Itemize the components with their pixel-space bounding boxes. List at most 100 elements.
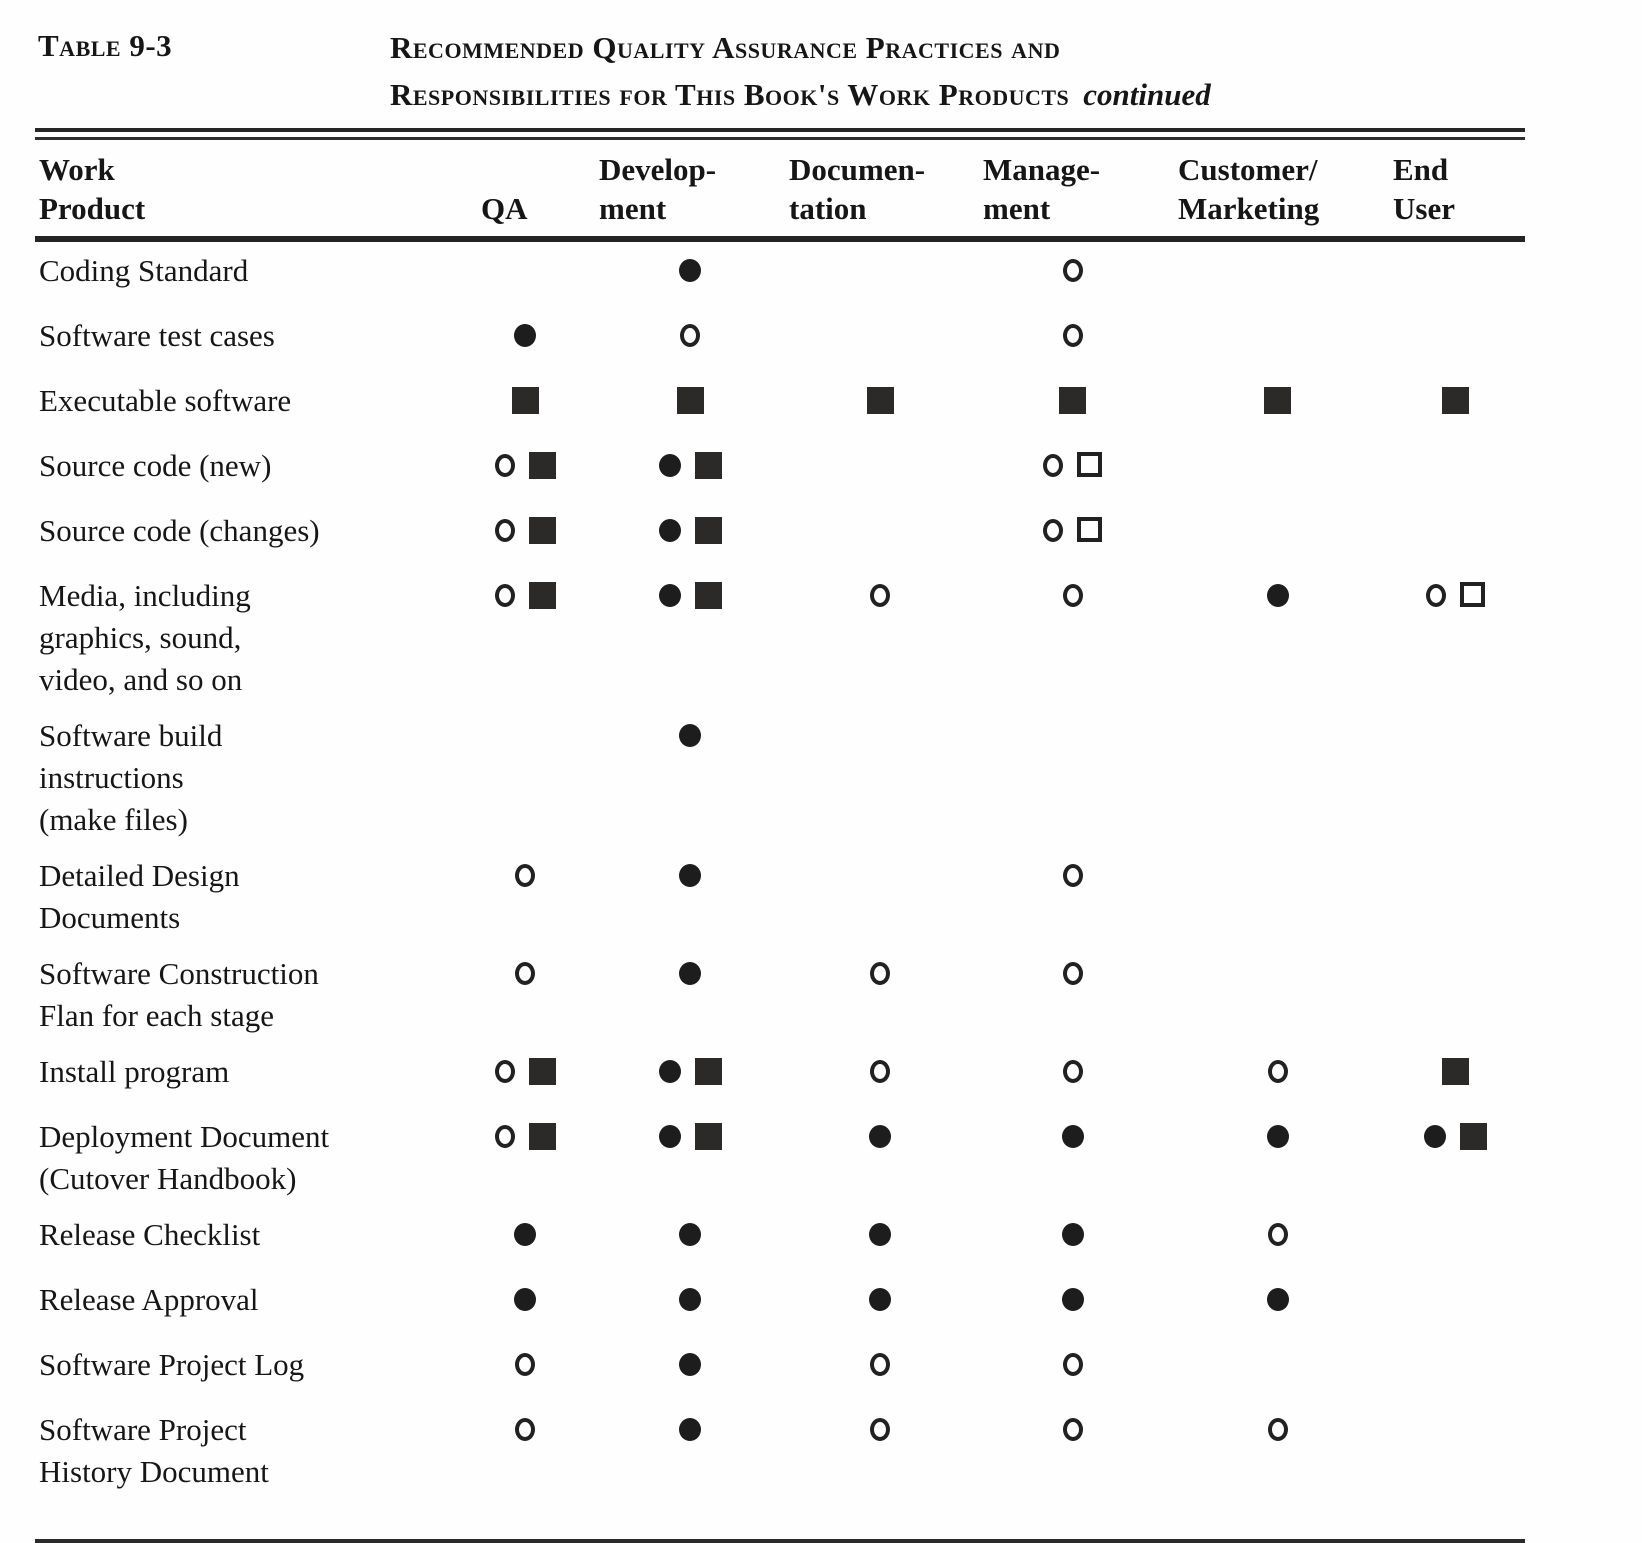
filled-square-icon: [694, 582, 722, 609]
filled-circle-icon: [1061, 1125, 1084, 1148]
responsibility-cell-qa: [455, 437, 595, 502]
open-circle-icon: [870, 962, 890, 985]
responsibility-cell-documentation: [785, 1271, 975, 1336]
table-row: Executable software: [35, 372, 1525, 437]
table-row: Install program: [35, 1043, 1525, 1108]
table-row: Source code (changes): [35, 502, 1525, 567]
table-title: Recommended Quality Assurance Practices …: [390, 24, 1211, 118]
open-circle-icon: [515, 962, 535, 985]
responsibility-cell-qa: [455, 707, 595, 847]
responsibility-cell-documentation: [785, 1401, 975, 1499]
table-row: Release Approval: [35, 1271, 1525, 1336]
filled-circle-icon: [1266, 584, 1289, 607]
responsibility-cell-development: [595, 847, 785, 945]
open-square-icon: [1459, 582, 1485, 607]
responsibility-cell-documentation: [785, 1336, 975, 1401]
responsibility-cell-development: [595, 437, 785, 502]
header-row: Work Product QA Develop- ment Documen- t…: [35, 140, 1525, 242]
responsibility-cell-management: [975, 945, 1170, 1043]
responsibility-cell-documentation: [785, 372, 975, 437]
open-circle-icon: [870, 1418, 890, 1441]
responsibility-cell-customer-marketing: [1170, 502, 1385, 567]
responsibility-cell-end-user: [1385, 707, 1525, 847]
table-row: Software build instructions (make files): [35, 707, 1525, 847]
table-row: Release Checklist: [35, 1206, 1525, 1271]
responsibility-cell-documentation: [785, 1043, 975, 1108]
responsibility-cell-development: [595, 1401, 785, 1499]
filled-circle-icon: [1061, 1223, 1084, 1246]
responsibility-cell-development: [595, 1271, 785, 1336]
filled-square-icon: [694, 1123, 722, 1150]
open-circle-icon: [870, 1060, 890, 1083]
filled-circle-icon: [679, 259, 701, 282]
filled-square-icon: [1059, 387, 1086, 414]
responsibility-cell-development: [595, 1043, 785, 1108]
table-row: Software test cases: [35, 307, 1525, 372]
filled-circle-icon: [1423, 1125, 1446, 1148]
open-circle-icon: [1062, 324, 1083, 347]
column-header-customer-marketing: Customer/ Marketing: [1170, 140, 1385, 242]
filled-circle-icon: [514, 1223, 536, 1246]
responsibility-cell-qa: [455, 1206, 595, 1271]
responsibility-cell-qa: [455, 502, 595, 567]
open-circle-icon: [1062, 1353, 1083, 1376]
open-circle-icon: [1062, 864, 1083, 887]
responsibility-cell-qa: [455, 1401, 595, 1499]
filled-square-icon: [528, 452, 556, 479]
table-body: Coding Standard Software test cases Execut…: [35, 239, 1525, 1499]
responsibility-cell-development: [595, 372, 785, 437]
responsibility-cell-development: [595, 502, 785, 567]
responsibility-cell-management: [975, 1271, 1170, 1336]
work-product-cell: Software Construction Flan for each stag…: [39, 956, 319, 1033]
responsibility-cell-qa: [455, 567, 595, 707]
responsibility-cell-documentation: [785, 847, 975, 945]
responsibility-cell-documentation: [785, 437, 975, 502]
responsibility-cell-development: [595, 707, 785, 847]
filled-square-icon: [694, 452, 722, 479]
responsibility-cell-end-user: [1385, 1336, 1525, 1401]
work-product-cell: Software Project Log: [39, 1347, 305, 1382]
open-circle-icon: [1062, 259, 1083, 282]
filled-circle-icon: [869, 1288, 891, 1311]
table-row: Coding Standard: [35, 239, 1525, 307]
work-product-cell: Executable software: [39, 383, 292, 418]
responsibility-cell-documentation: [785, 1206, 975, 1271]
open-circle-icon: [494, 519, 515, 542]
filled-circle-icon: [679, 1223, 701, 1246]
filled-circle-icon: [679, 724, 701, 747]
table-row: Source code (new): [35, 437, 1525, 502]
filled-square-icon: [528, 1123, 556, 1150]
open-circle-icon: [1425, 584, 1446, 607]
table-row: Detailed Design Documents: [35, 847, 1525, 945]
responsibility-cell-management: [975, 437, 1170, 502]
table-caption: Table 9-3 Recommended Quality Assurance …: [38, 24, 1528, 118]
responsibility-cell-development: [595, 1108, 785, 1206]
filled-square-icon: [676, 387, 704, 414]
responsibility-cell-management: [975, 239, 1170, 307]
column-header-development: Develop- ment: [595, 140, 785, 242]
table-row: Software Construction Flan for each stag…: [35, 945, 1525, 1043]
responsibility-cell-customer-marketing: [1170, 707, 1385, 847]
responsibility-cell-management: [975, 1206, 1170, 1271]
responsibility-cell-documentation: [785, 945, 975, 1043]
filled-square-icon: [866, 387, 894, 414]
responsibility-cell-development: [595, 307, 785, 372]
filled-circle-icon: [514, 324, 536, 347]
responsibility-cell-qa: [455, 945, 595, 1043]
table-title-continued: continued: [1083, 77, 1211, 112]
work-product-cell: Deployment Document (Cutover Handbook): [39, 1119, 330, 1196]
responsibility-cell-end-user: [1385, 1271, 1525, 1336]
responsibility-cell-customer-marketing: [1170, 307, 1385, 372]
filled-square-icon: [1441, 1058, 1469, 1085]
table-title-line2-wrap: Responsibilities for This Book's Work Pr…: [390, 71, 1211, 118]
bottom-rule: [35, 1539, 1525, 1543]
responsibility-cell-management: [975, 1401, 1170, 1499]
filled-circle-icon: [869, 1223, 891, 1246]
responsibility-cell-documentation: [785, 1108, 975, 1206]
column-header-qa: QA: [455, 140, 595, 242]
filled-circle-icon: [658, 1125, 681, 1148]
responsibility-cell-customer-marketing: [1170, 847, 1385, 945]
responsibility-cell-management: [975, 1336, 1170, 1401]
responsibility-cell-customer-marketing: [1170, 1108, 1385, 1206]
